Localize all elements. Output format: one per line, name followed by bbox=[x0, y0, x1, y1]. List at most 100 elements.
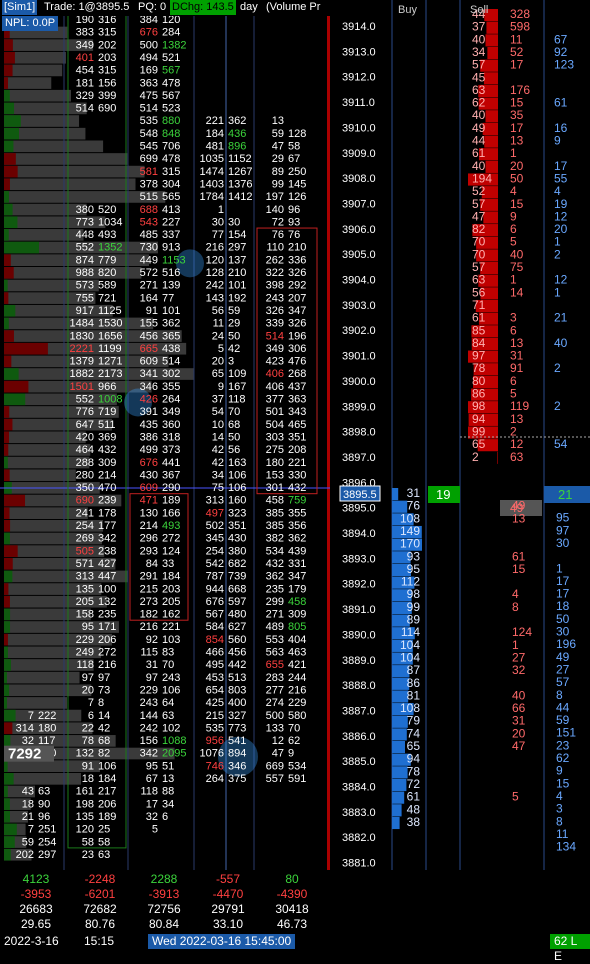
ask-volume-cell: 210 bbox=[288, 242, 306, 254]
bid-volume-cell: 7 bbox=[28, 824, 34, 836]
ask-volume-cell: 103 bbox=[162, 634, 180, 646]
npl-label: NPL: 0.0P bbox=[2, 16, 58, 31]
delta-profile-bar bbox=[4, 571, 12, 583]
ask-volume-cell: 304 bbox=[162, 178, 180, 190]
bid-traded-value: 47 bbox=[512, 739, 526, 753]
ask-volume-cell: 59 bbox=[228, 305, 240, 317]
ask-volume-cell: 25 bbox=[98, 824, 110, 836]
bid-volume-cell: 215 bbox=[140, 583, 158, 595]
ask-volume-cell: 360 bbox=[162, 419, 180, 431]
ask-volume-cell: 166 bbox=[162, 507, 180, 519]
delta-profile-bar bbox=[4, 431, 9, 443]
ask-volume-cell: 331 bbox=[288, 558, 306, 570]
delta-profile-bar bbox=[4, 128, 19, 140]
ask-volume-cell: 1271 bbox=[98, 356, 122, 368]
price-level-label: 3886.0 bbox=[342, 731, 376, 743]
bid-volume-cell: 43 bbox=[22, 786, 34, 798]
price-level-label: 3900.0 bbox=[342, 376, 376, 388]
price-level-label: 3901.0 bbox=[342, 351, 376, 363]
bid-volume-cell: 22 bbox=[82, 722, 94, 734]
delta-profile-bar bbox=[4, 634, 8, 646]
ask-volume-cell: 805 bbox=[288, 621, 306, 633]
ask-volume-cell: 184 bbox=[98, 773, 116, 785]
bid-volume-cell: 280 bbox=[76, 469, 94, 481]
ask-volume-cell: 326 bbox=[288, 267, 306, 279]
sell-depth-bar bbox=[486, 110, 499, 122]
bid-volume-cell: 143 bbox=[206, 292, 224, 304]
price-level-label: 3909.0 bbox=[342, 148, 376, 160]
bid-volume-cell: 383 bbox=[76, 27, 94, 39]
bid-volume-cell: 161 bbox=[76, 786, 94, 798]
summary-cell: 80.76 bbox=[68, 917, 132, 932]
bid-volume-cell: 89 bbox=[272, 166, 284, 178]
bid-volume-cell: 75 bbox=[212, 482, 224, 494]
ask-volume-cell: 96 bbox=[38, 811, 50, 823]
bid-volume-cell: 1474 bbox=[200, 166, 224, 178]
ask-volume-cell: 210 bbox=[228, 267, 246, 279]
sell-traded-value: 14 bbox=[510, 285, 524, 299]
ask-volume-cell: 706 bbox=[162, 141, 180, 153]
volume-profile-bar bbox=[4, 166, 145, 178]
ask-volume-cell: 478 bbox=[162, 153, 180, 165]
bid-volume-cell: 854 bbox=[206, 634, 224, 646]
ask-volume-cell: 64 bbox=[162, 697, 174, 709]
ask-volume-cell: 447 bbox=[98, 571, 116, 583]
bid-volume-cell: 776 bbox=[76, 406, 94, 418]
ask-volume-cell: 470 bbox=[98, 482, 116, 494]
bid-volume-cell: 118 bbox=[140, 786, 158, 798]
ask-volume-cell: 589 bbox=[98, 280, 116, 292]
bid-volume-cell: 495 bbox=[206, 659, 224, 671]
bid-volume-cell: 269 bbox=[76, 533, 94, 545]
bid-volume-cell: 1403 bbox=[200, 178, 224, 190]
summary-table: 4123 -2248 2288 -557 80 -3953 -6201 -3913 -4470-… bbox=[0, 872, 330, 934]
price-level-label: 3883.0 bbox=[342, 807, 376, 819]
delta-profile-bar bbox=[4, 115, 21, 127]
bid-volume-cell: 557 bbox=[266, 773, 284, 785]
ask-volume-cell: 106 bbox=[228, 469, 246, 481]
ask-volume-cell: 132 bbox=[98, 596, 116, 608]
sell-extra-value: 123 bbox=[554, 58, 574, 72]
ask-volume-cell: 323 bbox=[228, 507, 246, 519]
volume-profile-bar bbox=[4, 65, 62, 77]
ask-volume-cell: 721 bbox=[98, 292, 116, 304]
ask-volume-cell: 306 bbox=[288, 343, 306, 355]
footprint-chart[interactable]: 190 316 384 120 383 315 676 284 349 202 500 1382 401… bbox=[0, 0, 330, 870]
ask-volume-cell: 63 bbox=[162, 710, 174, 722]
ask-volume-cell: 222 bbox=[38, 710, 56, 722]
bid-volume-cell: 454 bbox=[76, 65, 94, 77]
bid-volume-cell: 288 bbox=[76, 457, 94, 469]
ask-volume-cell: 1382 bbox=[162, 39, 186, 51]
bid-volume-cell: 391 bbox=[140, 406, 158, 418]
account-label: [Sim1] bbox=[2, 0, 37, 15]
connection-status[interactable]: 62 L E bbox=[550, 934, 590, 949]
ask-volume-cell: 1352 bbox=[98, 242, 122, 254]
ask-volume-cell: 118 bbox=[228, 394, 246, 406]
price-ladder[interactable]: 3914.0 3913.0 3912.0 3911.0 3910.0 3909.0 3908… bbox=[330, 0, 590, 870]
delta-profile-bar bbox=[4, 267, 14, 279]
last-trade-buy-value: 19 bbox=[436, 487, 450, 502]
ask-volume-cell: 541 bbox=[228, 735, 246, 747]
bid-volume-cell: 1035 bbox=[200, 153, 224, 165]
bid-volume-cell: 552 bbox=[76, 394, 94, 406]
bid-volume-cell: 401 bbox=[76, 52, 94, 64]
ask-volume-cell: 351 bbox=[288, 431, 306, 443]
ask-volume-cell: 58 bbox=[98, 836, 110, 848]
ask-volume-cell: 179 bbox=[288, 583, 306, 595]
sell-extra-value: 2 bbox=[554, 361, 561, 375]
ask-volume-cell: 896 bbox=[228, 141, 246, 153]
ask-volume-cell: 682 bbox=[228, 558, 246, 570]
ask-volume-cell: 315 bbox=[98, 27, 116, 39]
bid-volume-cell: 97 bbox=[82, 672, 94, 684]
price-level-label: 3887.0 bbox=[342, 705, 376, 717]
bid-depth-bar bbox=[392, 779, 406, 791]
ask-volume-cell: 106 bbox=[228, 482, 246, 494]
delta-profile-bar bbox=[4, 103, 14, 115]
bid-volume-cell: 553 bbox=[266, 634, 284, 646]
bid-volume-cell: 329 bbox=[76, 90, 94, 102]
bid-volume-cell: 133 bbox=[266, 722, 284, 734]
sell-traded-value: 17 bbox=[510, 58, 524, 72]
bid-volume-cell: 688 bbox=[140, 204, 158, 216]
ask-volume-cell: 167 bbox=[228, 381, 246, 393]
volume-profile-bar bbox=[4, 90, 71, 102]
dchg-label: DChg: 143.5 bbox=[170, 0, 236, 15]
